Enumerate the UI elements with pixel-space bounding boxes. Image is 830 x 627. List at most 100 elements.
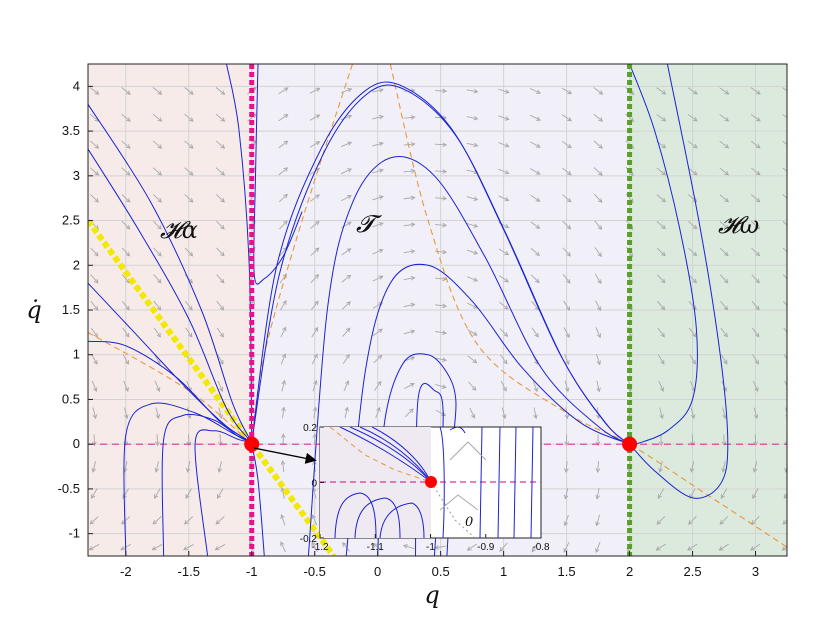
vector-field-arrowhead [501, 414, 507, 420]
nullcline-0 [251, 64, 354, 445]
vector-field-arrow [216, 274, 225, 284]
vector-field-arrow [593, 167, 603, 176]
vector-field-arrow [561, 114, 572, 122]
inset-trajectory [349, 427, 432, 483]
vector-field-arrowhead [378, 328, 383, 333]
vector-field-arrowhead [724, 170, 730, 176]
vector-field-arrowhead [629, 171, 634, 177]
vector-field-arrow [597, 461, 599, 473]
vector-field-arrow [561, 140, 572, 149]
vector-field-arrow [215, 167, 225, 176]
vector-field-arrowhead [122, 494, 127, 499]
vector-field-arrowhead [280, 460, 286, 465]
vector-field-arrow [593, 87, 603, 95]
vector-field-arrow [466, 116, 478, 120]
vector-field-arrowhead [595, 521, 600, 527]
vector-field-arrow [531, 542, 539, 552]
vector-field-arrow [719, 114, 729, 122]
vector-field-arrowhead [658, 467, 663, 473]
vector-field-arrowhead [787, 144, 791, 148]
inset-trajectory [479, 427, 483, 538]
vector-field-arrow [403, 116, 415, 119]
vector-field-arrow [435, 197, 447, 200]
vector-field-arrow [404, 408, 414, 418]
vector-field-arrowhead [281, 406, 286, 412]
vector-field-arrow [657, 354, 665, 365]
vector-field-arrow [372, 142, 384, 147]
vector-field-arrowhead [379, 88, 384, 93]
vector-field-arrowhead [346, 221, 352, 226]
vector-field-arrow [91, 488, 98, 499]
vector-field-arrow [344, 407, 348, 419]
vector-field-arrow [467, 329, 478, 336]
vector-field-arrowhead [410, 249, 416, 254]
vector-field-arrow [121, 140, 131, 149]
vector-field-arrow [216, 220, 225, 230]
vector-field-arrowhead [220, 251, 225, 257]
inset-nullcline [329, 427, 432, 483]
vector-field-arrow [342, 327, 351, 337]
vector-field-arrowhead [188, 305, 193, 311]
vector-field-arrow [123, 407, 128, 419]
vector-field-arrowhead [378, 195, 384, 200]
vector-field-arrow [595, 541, 601, 553]
vector-field-arrow [280, 327, 287, 338]
vector-field-arrow [564, 380, 569, 392]
vector-field-arrowhead [564, 387, 570, 393]
vector-field-arrow [435, 116, 447, 119]
vector-field-arrowhead [183, 546, 188, 551]
vector-field-arrowhead [125, 171, 131, 176]
vector-field-arrowhead [314, 273, 320, 279]
vector-field-arrow [594, 247, 602, 257]
vector-field-arrow [184, 113, 194, 122]
vector-field-arrowhead [598, 117, 604, 122]
vector-field-arrowhead [94, 198, 99, 203]
vector-field-arrowhead [597, 198, 603, 203]
vector-field-arrowhead [504, 251, 510, 256]
inset-x-tick-label: -0.9 [477, 542, 495, 553]
vector-field-arrowhead [656, 520, 662, 525]
trajectory-14 [194, 429, 252, 556]
yellow-line-layer [88, 218, 337, 556]
vector-field-arrowhead [442, 142, 448, 147]
vector-field-arrow [340, 88, 352, 94]
vector-field-arrow [720, 327, 728, 338]
vector-field-arrowhead [724, 197, 729, 203]
vector-field-arrowhead [596, 360, 601, 366]
vector-field-arrowhead [378, 248, 384, 254]
vector-field-arrow [341, 301, 351, 310]
vector-field-arrow [498, 88, 509, 93]
vector-field-arrowhead [565, 360, 570, 366]
vector-field-layer [88, 86, 791, 554]
inset-y-ticks: -0.2 0 0.2 [300, 423, 324, 545]
vector-field-arrow [782, 140, 787, 146]
vector-field-arrowhead [657, 494, 662, 499]
vector-field-arrow [153, 220, 162, 230]
vector-field-arrow [152, 87, 162, 95]
vector-field-arrow [153, 274, 162, 284]
vector-field-arrowhead [125, 198, 131, 203]
vector-field-arrow [656, 87, 666, 95]
vector-field-arrowhead [313, 353, 318, 359]
vector-field-arrowhead [347, 87, 353, 93]
vector-field-arrow [282, 461, 285, 473]
vector-field-arrowhead [315, 114, 321, 119]
vector-field-arrow [690, 461, 695, 473]
vector-field-arrowhead [442, 169, 448, 174]
vector-field-arrow [658, 380, 664, 392]
vector-field-arrow [782, 114, 787, 119]
vector-field-arrowhead [692, 305, 697, 311]
vector-field-arrowhead [347, 114, 353, 120]
y-tick-label: 0 [73, 436, 80, 451]
vector-field-arrow [372, 169, 384, 174]
vector-field-arrowhead [563, 547, 568, 553]
vector-field-arrowhead [755, 224, 761, 230]
vector-field-arrowhead [189, 90, 194, 95]
vector-field-arrowhead [410, 141, 416, 147]
vector-field-arrowhead [660, 305, 666, 311]
vector-field-arrow [215, 194, 225, 203]
vector-field-arrowhead [220, 90, 226, 95]
vector-field-arrow [310, 300, 319, 311]
inset-trajectory [530, 427, 534, 538]
vector-field-arrow [281, 514, 286, 526]
